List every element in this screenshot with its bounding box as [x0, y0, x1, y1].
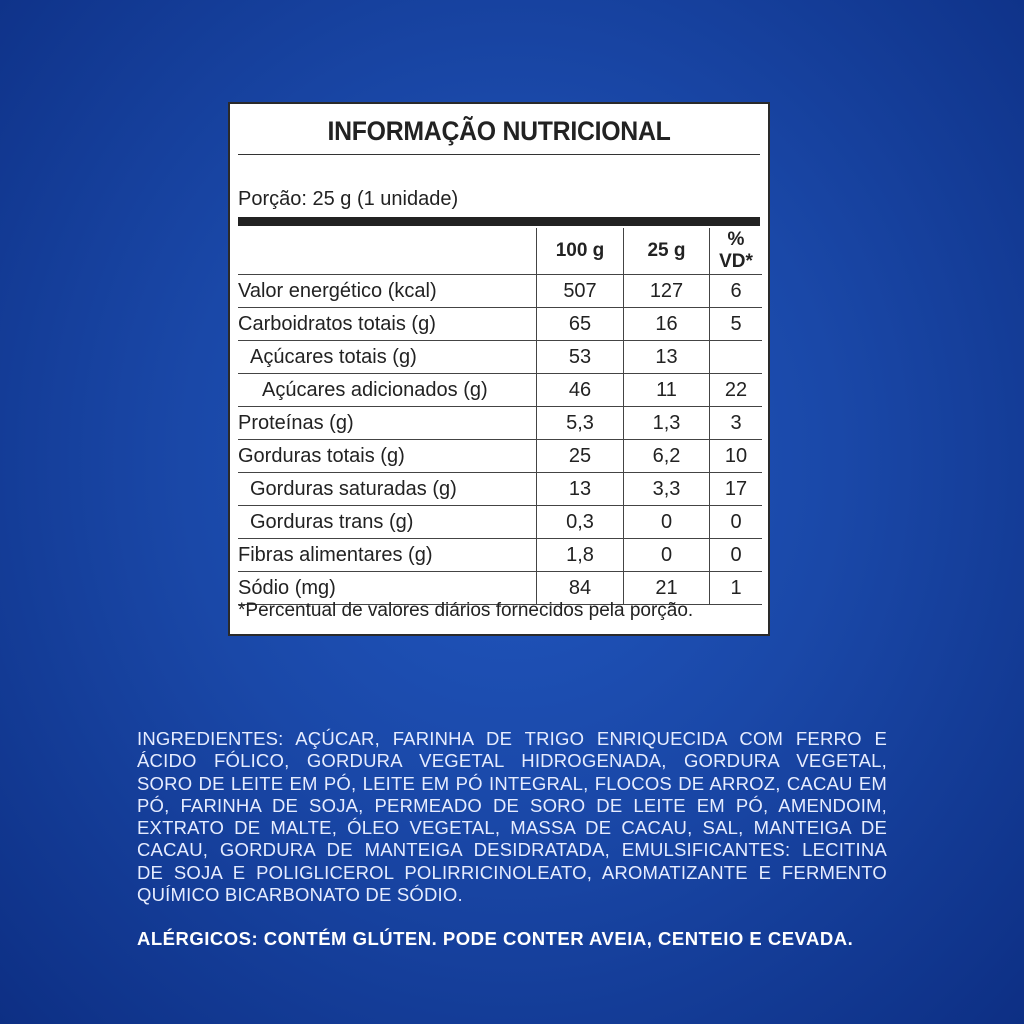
ingredients-line: DE SOJA E POLIGLICEROL POLIRRICINOLEATO,…: [137, 861, 887, 883]
ingredients-line: SORO DE LEITE EM PÓ, LEITE EM PÓ INTEGRA…: [137, 772, 887, 794]
nutrient-name: Proteínas (g): [238, 406, 537, 440]
nutrient-row: Valor energético (kcal) 507 127 6: [238, 274, 762, 308]
value-100g: 13: [536, 472, 624, 506]
thick-divider: [238, 217, 760, 226]
ingredients-line: EXTRATO DE MALTE, ÓLEO VEGETAL, MASSA DE…: [137, 817, 887, 839]
nutrient-row: Gorduras trans (g) 0,3 0 0: [238, 505, 762, 539]
nutrition-table: 100 g 25 g % VD* Valor energético (kcal)…: [238, 228, 762, 605]
nutrient-name: Valor energético (kcal): [238, 274, 537, 308]
nutrient-name: Gorduras saturadas (g): [238, 472, 537, 506]
value-100g: 84: [536, 571, 624, 605]
value-vd: 17: [709, 472, 762, 506]
value-25g: 11: [623, 373, 710, 407]
ingredients-line: QUÍMICO BICARBONATO DE SÓDIO.: [137, 884, 463, 906]
value-vd: 3: [709, 406, 762, 440]
value-100g: 25: [536, 439, 624, 473]
nutrient-name: Carboidratos totais (g): [238, 307, 537, 341]
allergens: ALÉRGICOS: CONTÉM GLÚTEN. PODE CONTER AV…: [137, 928, 854, 949]
nutrient-row: Gorduras saturadas (g) 13 3,3 17: [238, 472, 762, 506]
portion: Porção: 25 g (1 unidade): [238, 188, 459, 210]
value-100g: 65: [536, 307, 624, 341]
ingredients-line: CACAU, GORDURA DE MANTEIGA DESIDRATADA, …: [137, 839, 887, 861]
nutrient-name: Sódio (mg): [238, 571, 537, 605]
label-title: INFORMAÇÃO NUTRICIONAL: [327, 116, 671, 146]
nutrient-row: Proteínas (g) 5,3 1,3 3: [238, 406, 762, 440]
value-100g: 0,3: [536, 505, 624, 539]
value-vd: 6: [709, 274, 762, 308]
value-vd: 5: [709, 307, 762, 341]
nutrient-name: Açúcares totais (g): [238, 340, 537, 374]
ingredients-line: INGREDIENTES: AÇÚCAR, FARINHA DE TRIGO E…: [137, 728, 887, 749]
table-body: Valor energético (kcal) 507 127 6 Carboidrat…: [238, 274, 762, 605]
value-100g: 1,8: [536, 538, 624, 572]
value-25g: 0: [623, 505, 710, 539]
nutrient-name: Açúcares adicionados (g): [238, 373, 537, 407]
footnote: *Percentual de valores diários fornecido…: [238, 600, 694, 621]
value-100g: 46: [536, 373, 624, 407]
value-vd: 10: [709, 439, 762, 473]
ingredients-line: PÓ, FARINHA DE SOJA, PERMEADO DE SORO DE…: [137, 794, 887, 816]
divider: [238, 154, 760, 155]
value-25g: 13: [623, 340, 710, 374]
nutrient-row: Fibras alimentares (g) 1,8 0 0: [238, 538, 762, 572]
nutrient-row: Gorduras totais (g) 25 6,2 10: [238, 439, 762, 473]
value-25g: 16: [623, 307, 710, 341]
value-100g: 5,3: [536, 406, 624, 440]
header-row: 100 g 25 g % VD*: [238, 228, 762, 275]
value-vd: 1: [709, 571, 762, 605]
value-25g: 3,3: [623, 472, 710, 506]
ingredients: INGREDIENTES: AÇÚCAR, FARINHA DE TRIGO E…: [137, 728, 887, 906]
value-25g: 127: [623, 274, 710, 308]
nutrition-label: INFORMAÇÃO NUTRICIONAL Porção: 25 g (1 u…: [228, 102, 770, 636]
value-vd: 22: [709, 373, 762, 407]
header-blank: [238, 228, 537, 275]
column-header: % VD*: [709, 228, 762, 275]
value-25g: 1,3: [623, 406, 710, 440]
value-vd: 0: [709, 538, 762, 572]
nutrient-row: Açúcares totais (g) 53 13: [238, 340, 762, 374]
value-100g: 53: [536, 340, 624, 374]
value-vd: 0: [709, 505, 762, 539]
nutrient-row: Carboidratos totais (g) 65 16 5: [238, 307, 762, 341]
value-25g: 21: [623, 571, 710, 605]
ingredients-line: ÁCIDO FÓLICO, GORDURA VEGETAL HIDROGENAD…: [137, 750, 887, 772]
column-header: 100 g: [536, 228, 624, 275]
column-header: 25 g: [623, 228, 710, 275]
value-25g: 6,2: [623, 439, 710, 473]
value-vd: [709, 340, 762, 374]
nutrient-row: Açúcares adicionados (g) 46 11 22: [238, 373, 762, 407]
value-100g: 507: [536, 274, 624, 308]
nutrient-name: Fibras alimentares (g): [238, 538, 537, 572]
value-25g: 0: [623, 538, 710, 572]
nutrient-name: Gorduras totais (g): [238, 439, 537, 473]
nutrient-name: Gorduras trans (g): [238, 505, 537, 539]
nutrient-row: Sódio (mg) 84 21 1: [238, 571, 762, 605]
